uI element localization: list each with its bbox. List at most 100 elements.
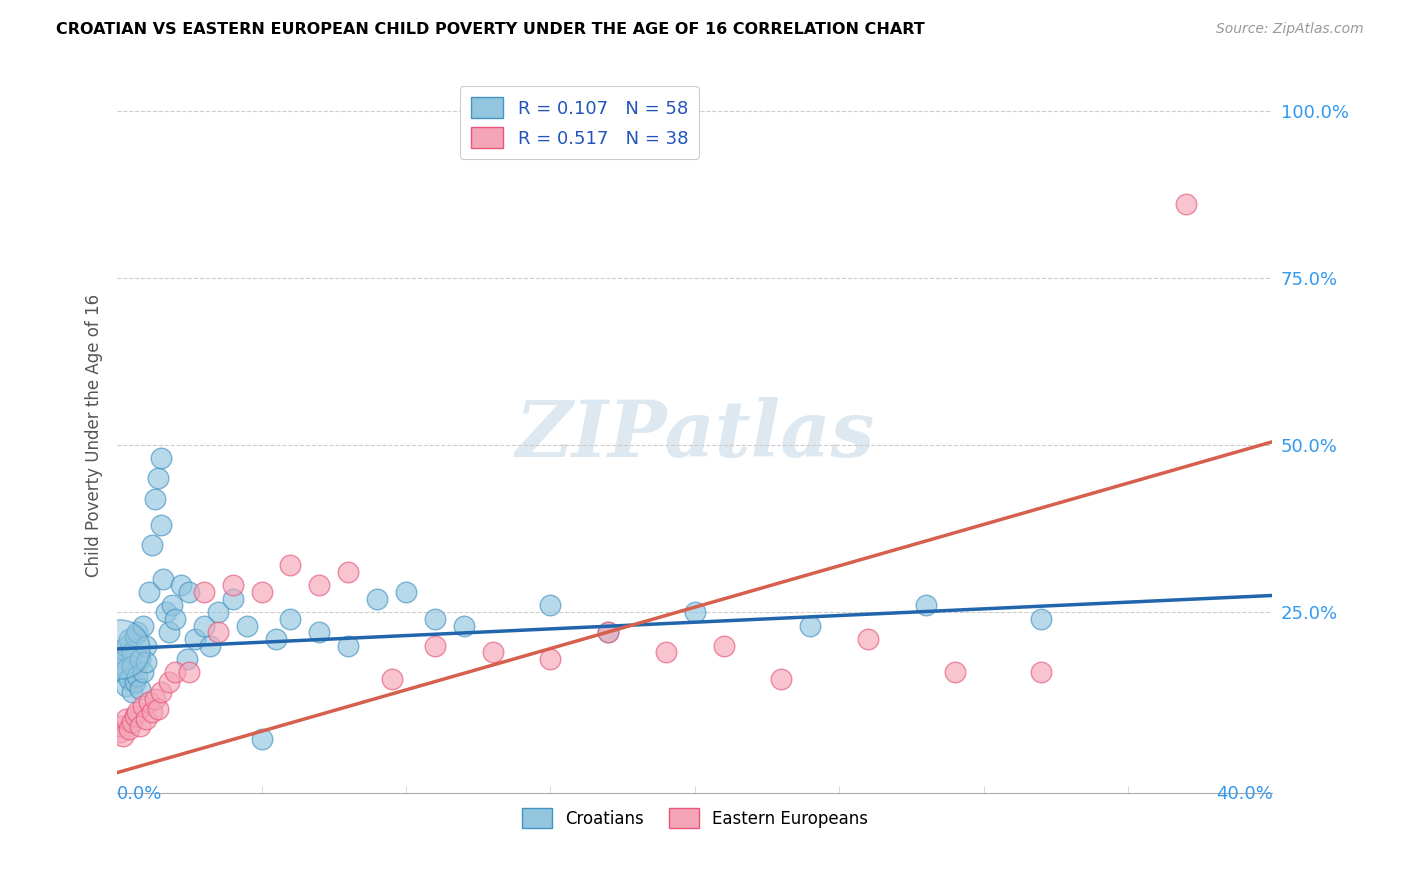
Point xyxy=(250,732,273,747)
Legend: Croatians, Eastern Europeans: Croatians, Eastern Europeans xyxy=(515,802,875,834)
Point xyxy=(366,591,388,606)
Point xyxy=(222,591,245,606)
Point xyxy=(308,625,330,640)
Point xyxy=(481,645,503,659)
Point xyxy=(124,675,146,690)
Point xyxy=(770,672,793,686)
Point xyxy=(124,629,146,643)
Point xyxy=(121,645,143,659)
Point xyxy=(132,618,155,632)
Text: ZIPatlas: ZIPatlas xyxy=(515,397,875,474)
Point xyxy=(538,652,561,666)
Point xyxy=(108,719,131,733)
Point xyxy=(118,632,141,646)
Point xyxy=(108,642,131,657)
Point xyxy=(598,625,620,640)
Point xyxy=(222,578,245,592)
Point xyxy=(943,665,966,680)
Point xyxy=(453,618,475,632)
Point xyxy=(1174,197,1197,211)
Point xyxy=(655,645,678,659)
Point xyxy=(236,618,259,632)
Point xyxy=(184,632,207,646)
Point xyxy=(138,695,160,709)
Point xyxy=(146,702,169,716)
Point xyxy=(135,712,157,726)
Point xyxy=(135,656,157,670)
Point xyxy=(141,538,163,552)
Point xyxy=(135,639,157,653)
Point xyxy=(124,708,146,723)
Point xyxy=(280,558,302,573)
Point xyxy=(193,585,215,599)
Point xyxy=(111,729,134,743)
Point xyxy=(193,618,215,632)
Point xyxy=(138,585,160,599)
Point xyxy=(1031,612,1053,626)
Point xyxy=(170,578,193,592)
Text: CROATIAN VS EASTERN EUROPEAN CHILD POVERTY UNDER THE AGE OF 16 CORRELATION CHART: CROATIAN VS EASTERN EUROPEAN CHILD POVER… xyxy=(56,22,925,37)
Point xyxy=(423,612,446,626)
Point xyxy=(121,658,143,673)
Point xyxy=(1031,665,1053,680)
Point xyxy=(129,681,152,696)
Text: Source: ZipAtlas.com: Source: ZipAtlas.com xyxy=(1216,22,1364,37)
Point xyxy=(143,692,166,706)
Point xyxy=(381,672,404,686)
Point xyxy=(108,656,131,670)
Point xyxy=(163,665,186,680)
Point xyxy=(111,642,134,657)
Point xyxy=(157,675,180,690)
Point xyxy=(149,451,172,466)
Point xyxy=(132,665,155,680)
Text: 0.0%: 0.0% xyxy=(117,785,163,803)
Point xyxy=(179,585,201,599)
Text: 40.0%: 40.0% xyxy=(1216,785,1272,803)
Point xyxy=(115,662,138,676)
Point xyxy=(280,612,302,626)
Point xyxy=(111,665,134,680)
Point xyxy=(207,625,229,640)
Point xyxy=(598,625,620,640)
Point xyxy=(163,612,186,626)
Point xyxy=(149,518,172,533)
Point xyxy=(141,706,163,720)
Point xyxy=(149,685,172,699)
Point xyxy=(127,706,149,720)
Point xyxy=(129,719,152,733)
Point xyxy=(683,605,706,619)
Point xyxy=(115,712,138,726)
Point xyxy=(108,725,131,739)
Point xyxy=(127,625,149,640)
Point xyxy=(157,625,180,640)
Point xyxy=(337,639,360,653)
Y-axis label: Child Poverty Under the Age of 16: Child Poverty Under the Age of 16 xyxy=(86,293,103,576)
Point xyxy=(115,679,138,693)
Point xyxy=(108,648,131,663)
Point xyxy=(121,715,143,730)
Point xyxy=(118,672,141,686)
Point xyxy=(160,599,183,613)
Point xyxy=(337,565,360,579)
Point xyxy=(250,585,273,599)
Point xyxy=(198,639,221,653)
Point xyxy=(152,572,174,586)
Point xyxy=(395,585,418,599)
Point xyxy=(308,578,330,592)
Point xyxy=(127,668,149,682)
Point xyxy=(143,491,166,506)
Point xyxy=(146,471,169,485)
Point xyxy=(915,599,938,613)
Point xyxy=(538,599,561,613)
Point xyxy=(155,605,177,619)
Point xyxy=(713,639,735,653)
Point xyxy=(176,652,198,666)
Point xyxy=(118,722,141,736)
Point xyxy=(129,652,152,666)
Point xyxy=(179,665,201,680)
Point xyxy=(799,618,821,632)
Point xyxy=(121,685,143,699)
Point xyxy=(423,639,446,653)
Point xyxy=(264,632,287,646)
Point xyxy=(856,632,879,646)
